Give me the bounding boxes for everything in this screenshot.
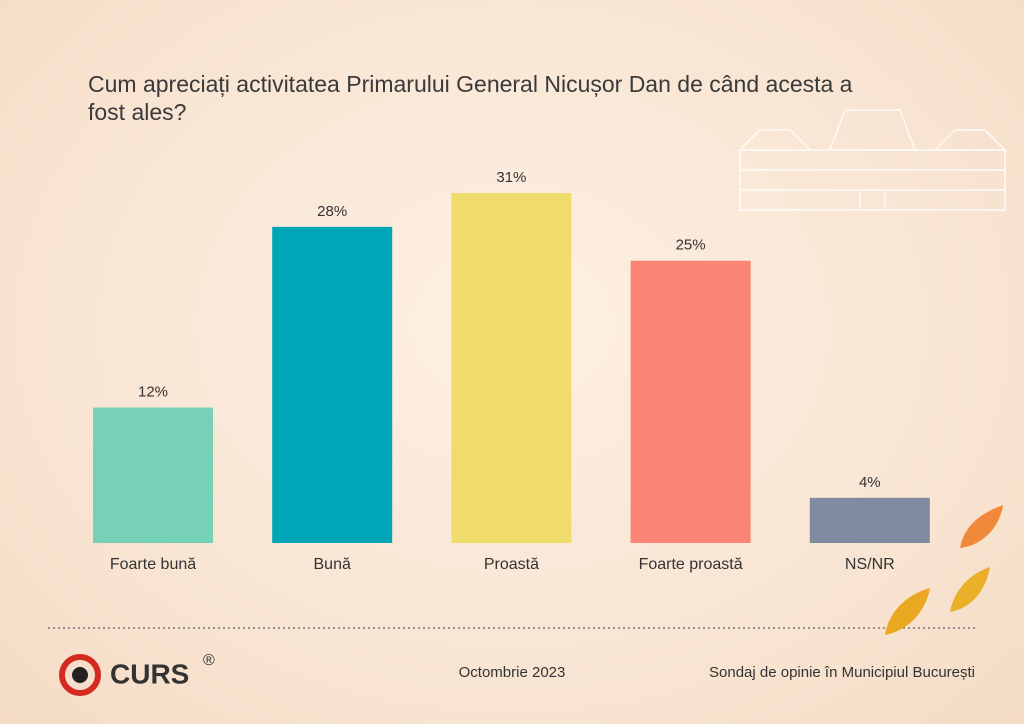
x-tick-label: NS/NR: [845, 556, 895, 573]
x-tick-label: Proastă: [484, 556, 539, 573]
footer-date: Octombrie 2023: [459, 664, 566, 681]
logo-mark: ®: [203, 652, 215, 669]
logo-text: CURS: [110, 658, 189, 689]
x-tick-label: Foarte bună: [110, 556, 196, 573]
value-label: 12%: [138, 383, 168, 400]
value-label: 4%: [859, 474, 881, 491]
leaves: [885, 505, 1003, 635]
value-label: 31%: [496, 169, 526, 186]
x-tick-label: Foarte proastă: [639, 556, 743, 573]
bar: [93, 407, 213, 543]
value-label: 25%: [676, 237, 706, 254]
bar: [809, 497, 930, 543]
building-drawing: [738, 109, 1007, 211]
bar: [451, 193, 572, 543]
chart-title: Cum apreciați activitatea Primarului Gen…: [88, 71, 853, 125]
bar: [630, 260, 751, 543]
bar: [272, 226, 393, 543]
x-tick-label: Bună: [314, 556, 351, 573]
footer-note: Sondaj de opinie în Municipiul București: [709, 664, 975, 681]
value-label: 28%: [317, 203, 347, 220]
logo: CURS ®: [59, 652, 215, 696]
